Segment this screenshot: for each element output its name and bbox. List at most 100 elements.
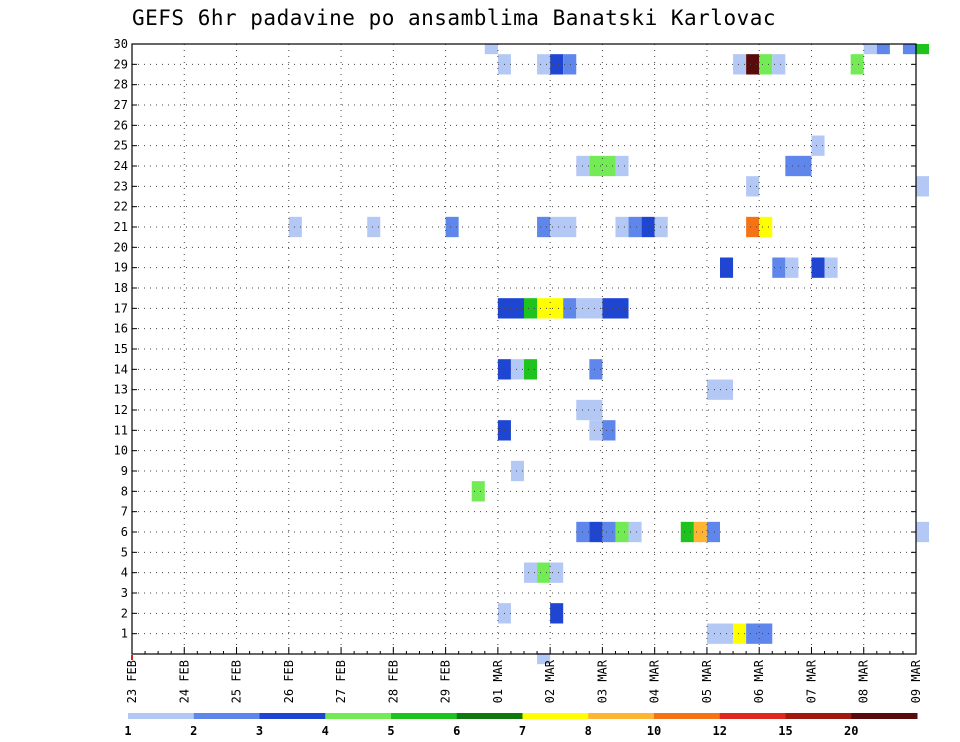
heatmap-cell — [471, 481, 485, 502]
colorbar-segment — [193, 713, 260, 719]
y-tick-label: 6 — [121, 525, 128, 539]
colorbar-segment — [391, 713, 458, 719]
colorbar-tick-label: 20 — [844, 724, 858, 738]
heatmap-cell — [628, 216, 642, 238]
y-tick-label: 22 — [114, 200, 128, 214]
x-tick-label: 25 FEB — [230, 660, 244, 703]
x-tick-label: 07 MAR — [804, 659, 818, 703]
heatmap-cell — [772, 54, 786, 75]
heatmap-cell — [510, 359, 524, 380]
heatmap-cell — [602, 521, 616, 543]
heatmap-cell — [824, 257, 838, 278]
y-tick-label: 9 — [121, 464, 128, 478]
heatmap-cell — [602, 420, 616, 441]
colorbar-segment — [325, 713, 392, 719]
y-tick-label: 23 — [114, 179, 128, 193]
heatmap-cell — [615, 521, 629, 543]
heatmap-cell — [876, 44, 890, 55]
heatmap-cell — [628, 521, 642, 543]
heatmap-cell — [589, 521, 603, 543]
heatmap-cell — [654, 216, 668, 238]
heatmap-cell — [576, 399, 603, 421]
heatmap-cell — [916, 44, 930, 55]
y-tick-label: 15 — [114, 342, 128, 356]
heatmap-cell — [746, 216, 760, 238]
heatmap-cell — [550, 562, 564, 583]
heatmap-cell — [563, 54, 577, 75]
heatmap-cell — [733, 623, 747, 644]
heatmap-cell — [746, 623, 773, 644]
heatmap-cell — [680, 521, 694, 543]
colorbar-tick-label: 2 — [190, 724, 197, 738]
heatmap-cell — [537, 653, 551, 665]
heatmap-cell — [589, 155, 616, 177]
heatmap-cells — [288, 44, 930, 665]
x-tick-label: 29 FEB — [439, 660, 453, 703]
heatmap-cell — [524, 298, 538, 319]
heatmap-cell — [811, 257, 825, 278]
y-tick-label: 8 — [121, 484, 128, 498]
x-tick-label: 28 FEB — [386, 660, 400, 703]
y-tick-label: 10 — [114, 444, 128, 458]
heatmap-cell — [550, 603, 564, 624]
y-tick-label: 30 — [114, 37, 128, 51]
heatmap-cell — [537, 562, 551, 583]
axes — [131, 43, 917, 660]
y-tick-label: 24 — [114, 159, 128, 173]
x-tick-label: 05 MAR — [700, 659, 714, 703]
heatmap-cell — [602, 298, 629, 319]
heatmap-cell — [524, 562, 538, 583]
colorbar-tick-label: 7 — [519, 724, 526, 738]
x-tick-label: 24 FEB — [177, 660, 191, 703]
y-tick-label: 11 — [114, 423, 128, 437]
x-tick-label: 26 FEB — [282, 660, 296, 703]
heatmap-cell — [916, 521, 930, 543]
colorbar-tick-label: 15 — [778, 724, 792, 738]
x-tick-label: 01 MAR — [491, 659, 505, 703]
y-tick-label: 16 — [114, 322, 128, 336]
heatmap-cell — [772, 257, 786, 278]
heatmap-cell — [484, 44, 498, 55]
y-tick-label: 19 — [114, 261, 128, 275]
heatmap-cell — [563, 298, 577, 319]
colorbar-segment — [522, 713, 589, 719]
heatmap-cell — [746, 54, 760, 75]
heatmap-cell — [902, 44, 916, 55]
heatmap-cell — [811, 135, 825, 156]
colorbar-tick-label: 6 — [453, 724, 460, 738]
x-tick-label: 23 FEB — [125, 660, 139, 703]
y-tick-label: 2 — [121, 606, 128, 620]
colorbar-segment — [851, 713, 918, 719]
y-tick-label: 4 — [121, 566, 128, 580]
colorbar-tick-label: 8 — [585, 724, 592, 738]
heatmap-cell — [550, 216, 577, 238]
y-tick-label: 17 — [114, 301, 128, 315]
y-tick-label: 1 — [121, 627, 128, 641]
heatmap-cell — [785, 257, 799, 278]
heatmap-cell — [589, 420, 603, 441]
heatmap-cell — [367, 216, 381, 238]
colorbar-tick-label: 4 — [322, 724, 329, 738]
heatmap-cell — [589, 359, 603, 380]
chart-title: GEFS 6hr padavine po ansamblima Banatski… — [132, 6, 777, 30]
y-tick-label: 28 — [114, 78, 128, 92]
heatmap-cell — [706, 521, 720, 543]
heatmap-cell — [537, 216, 551, 238]
colorbar-segment — [259, 713, 326, 719]
heatmap-cell — [615, 155, 629, 177]
heatmap-cell — [759, 216, 773, 238]
colorbar-tick-label: 12 — [713, 724, 727, 738]
heatmap-cell — [759, 54, 773, 75]
y-tick-label: 29 — [114, 57, 128, 71]
colorbar-segment — [654, 713, 721, 719]
heatmap-cell — [733, 54, 747, 75]
y-tick-label: 7 — [121, 505, 128, 519]
colorbar-segment — [456, 713, 523, 719]
y-tick-label: 13 — [114, 383, 128, 397]
y-tick-label: 12 — [114, 403, 128, 417]
colorbar-tick-label: 3 — [256, 724, 263, 738]
colorbar-segment — [785, 713, 852, 719]
y-tick-label: 26 — [114, 118, 128, 132]
heatmap-cell — [576, 298, 603, 319]
